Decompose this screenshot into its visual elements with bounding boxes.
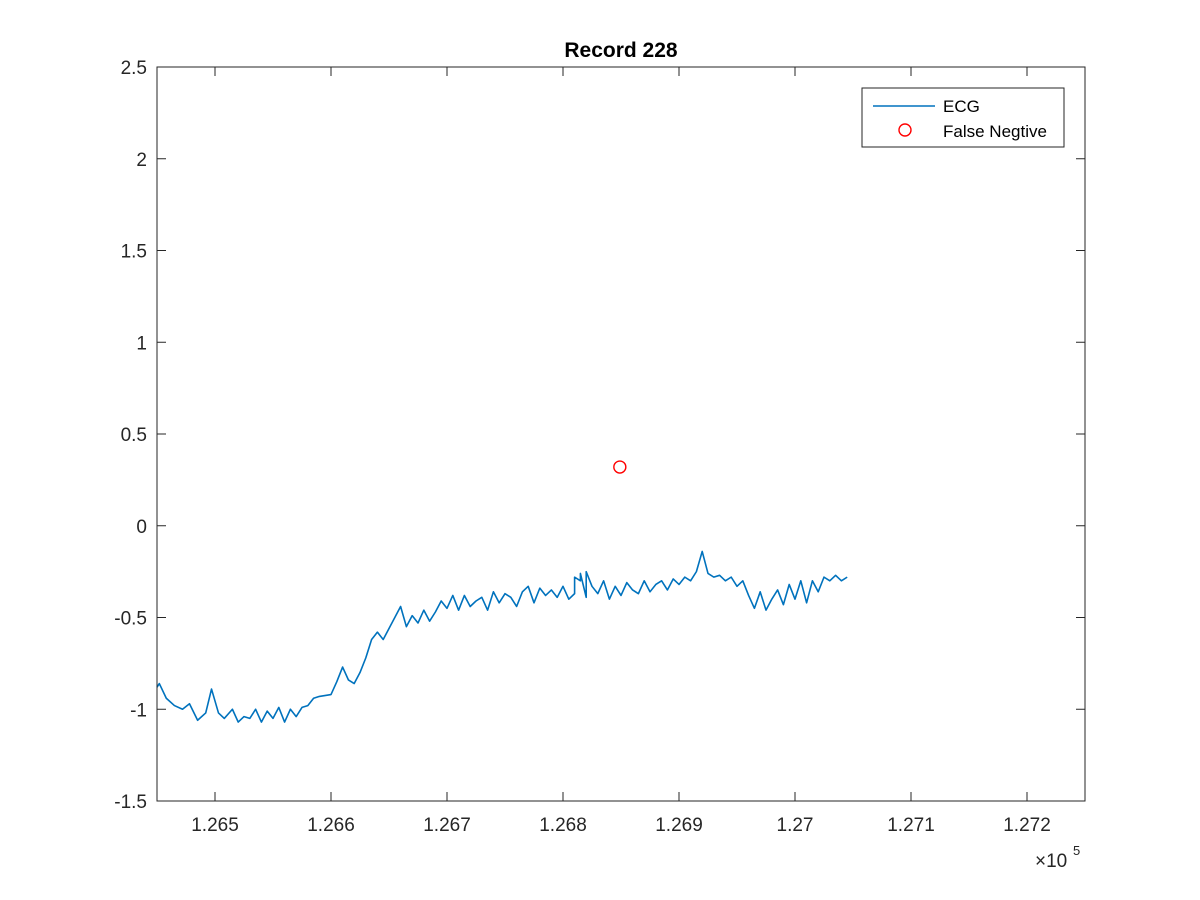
- x-tick-label-6: 1.271: [887, 815, 935, 836]
- x-multiplier: ×10 5: [1035, 843, 1080, 872]
- legend-label-false-negative: False Negtive: [943, 122, 1047, 141]
- y-tick-label-7: 2: [136, 150, 147, 171]
- plot-area: [157, 67, 1085, 801]
- legend-box: [861, 87, 1065, 148]
- x-tick-label-1: 1.266: [307, 815, 355, 836]
- y-tick-label-4: 0.5: [121, 425, 147, 446]
- false-negative-marker-0: [613, 460, 627, 474]
- legend-swatch-false-negative: [898, 123, 912, 137]
- x-multiplier-exponent: 5: [1073, 843, 1080, 858]
- series-line-ecg: [156, 550, 848, 723]
- y-tick-label-0: -1.5: [114, 792, 147, 813]
- x-tick-label-3: 1.268: [539, 815, 587, 836]
- x-tick-label-2: 1.267: [423, 815, 471, 836]
- x-tick-label-5: 1.27: [777, 815, 814, 836]
- y-tick-label-8: 2.5: [121, 58, 147, 79]
- axes-layer: 1.265 1.266 1.267 1.268 1.269 1.27 1.271 1.272 -…: [114, 58, 1086, 836]
- x-tick-label-4: 1.269: [655, 815, 703, 836]
- y-tick-label-1: -1: [130, 700, 147, 721]
- x-tick-label-0: 1.265: [191, 815, 239, 836]
- legend: ECG False Negtive: [861, 87, 1065, 148]
- y-tick-label-2: -0.5: [114, 609, 147, 630]
- y-tick-label-3: 0: [136, 517, 147, 538]
- chart-title: Record 228: [564, 39, 678, 62]
- legend-label-ecg: ECG: [943, 97, 980, 116]
- y-tick-label-6: 1.5: [121, 242, 147, 263]
- series-layer: [156, 460, 848, 723]
- x-multiplier-base: ×10: [1035, 851, 1067, 872]
- x-tick-label-7: 1.272: [1003, 815, 1051, 836]
- y-tick-label-5: 1: [136, 333, 147, 354]
